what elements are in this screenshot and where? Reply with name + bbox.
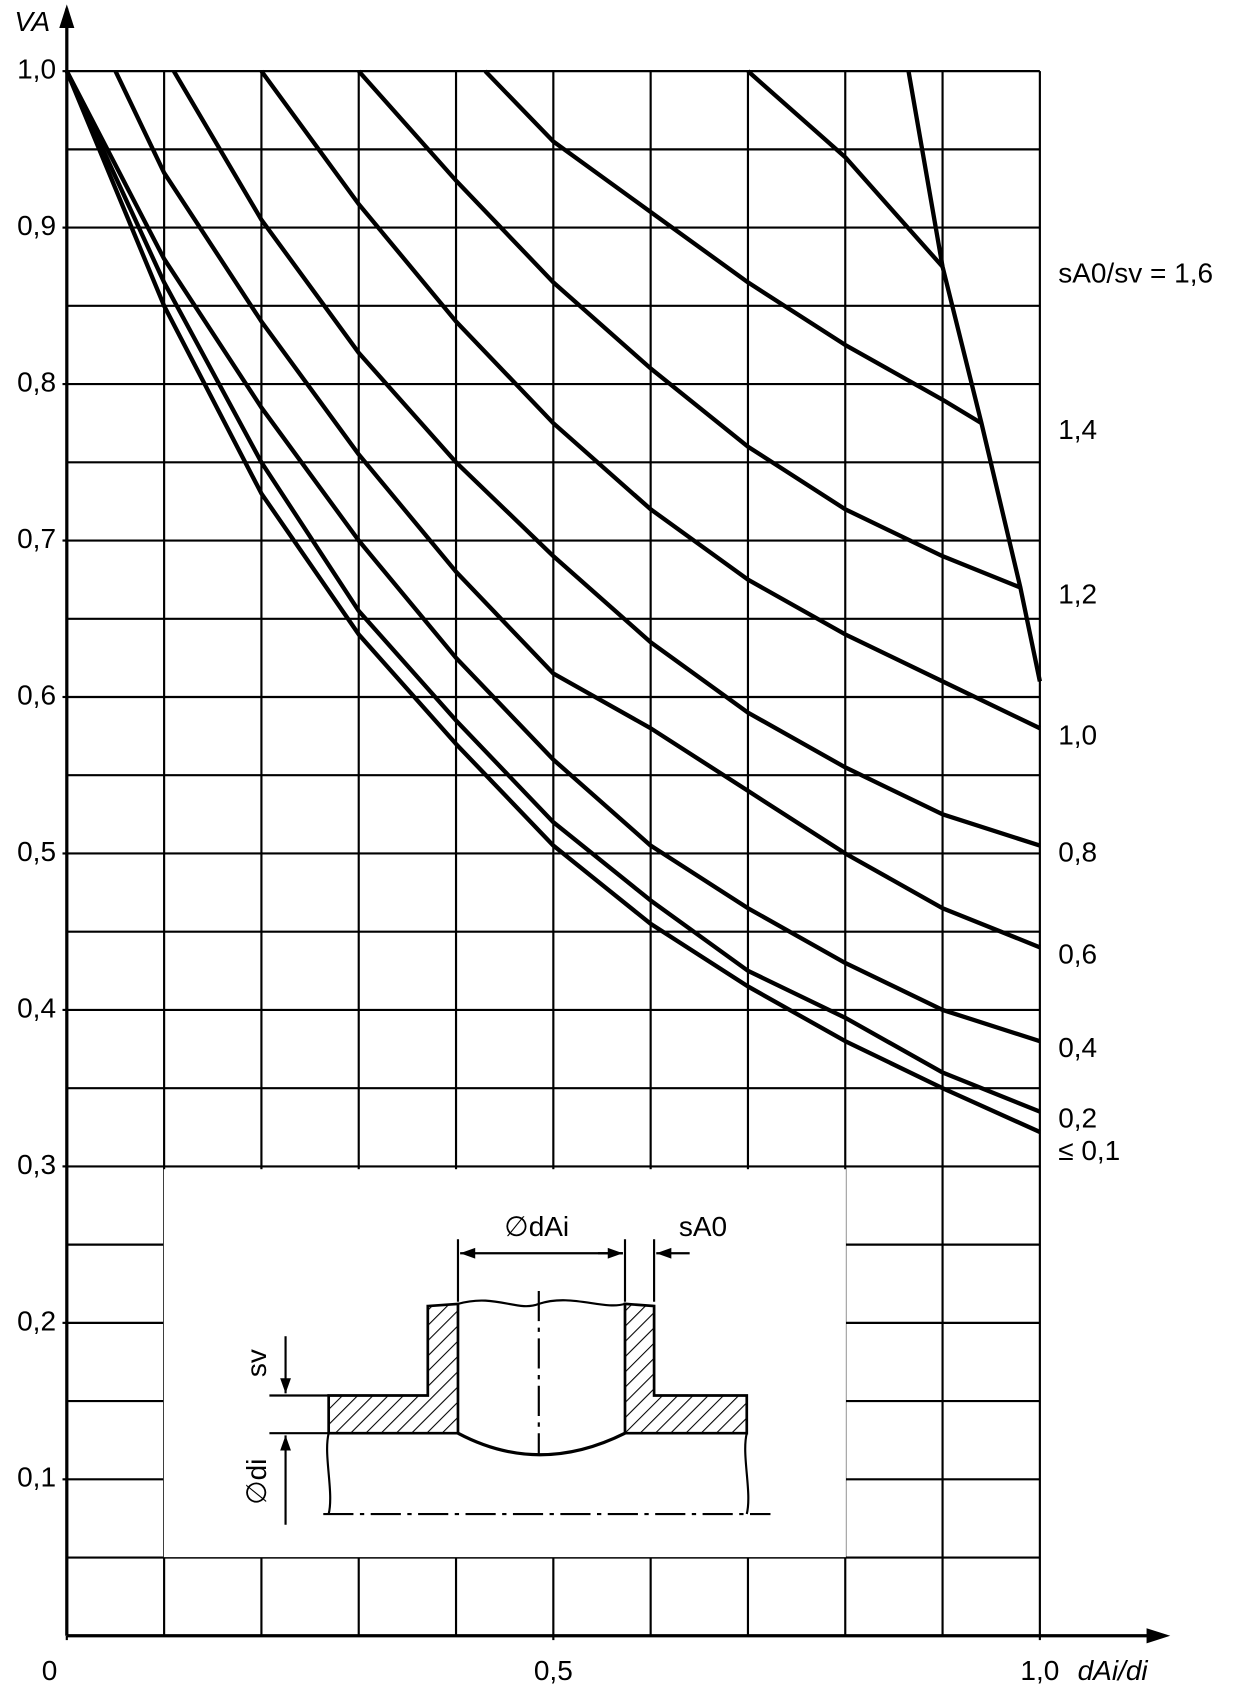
y-axis-arrow [59,4,75,29]
y-axis-title: VA [14,6,50,37]
legend-label: 1,0 [1058,719,1097,750]
curve [113,70,1041,950]
inset-box [163,1169,846,1558]
curve [64,70,1041,1044]
x-axis-arrow [1146,1628,1171,1644]
inset-label: ∅dAi [504,1211,569,1242]
curve [483,69,983,426]
legend-label: ≤ 0,1 [1058,1135,1120,1166]
legend-label: 0,4 [1058,1032,1097,1063]
y-tick-label: 0,9 [17,210,56,241]
y-tick-label: 0,4 [17,992,56,1023]
y-tick-label: 0,7 [17,523,56,554]
inset-drawing [269,1239,771,1525]
inset-diagram: ∅dAi sA0 sv ∅di [163,1169,846,1558]
inset-label: ∅di [241,1459,272,1505]
legend-label: 1,4 [1058,414,1097,445]
curve [746,69,945,269]
x-axis-title: dAi/di [1078,1655,1149,1686]
legend-label: 0,2 [1058,1103,1097,1134]
y-tick-label: 0,1 [17,1462,56,1493]
curve [357,69,1022,590]
legend-label: 0,8 [1058,837,1097,868]
curve [64,70,1041,1114]
y-tick-label: 0,8 [17,366,56,397]
curve [906,70,1042,682]
curve [64,70,1041,1134]
curve [259,69,1041,731]
x-tick-label: 0 [42,1655,58,1686]
y-tick-label: 0,6 [17,679,56,710]
inset-label: sv [241,1349,272,1377]
legend-label: 1,2 [1058,579,1097,610]
legend-label: 0,6 [1058,938,1097,969]
y-tick-label: 0,3 [17,1149,56,1180]
curve [171,70,1041,848]
x-tick-label: 0,5 [534,1655,573,1686]
legend-label: sA0/sv = 1,6 [1058,258,1213,289]
plot: 0,1 0,2 0,3 0,4 0,5 0,6 0,7 0,8 0,9 1,0 0 0,5 1,0 sA0… [17,4,1213,1686]
inset-label: sA0 [679,1211,727,1242]
y-tick-label: 1,0 [17,54,56,85]
y-tick-label: 0,2 [17,1305,56,1336]
x-tick-label: 1,0 [1020,1655,1059,1686]
y-tick-label: 0,5 [17,836,56,867]
